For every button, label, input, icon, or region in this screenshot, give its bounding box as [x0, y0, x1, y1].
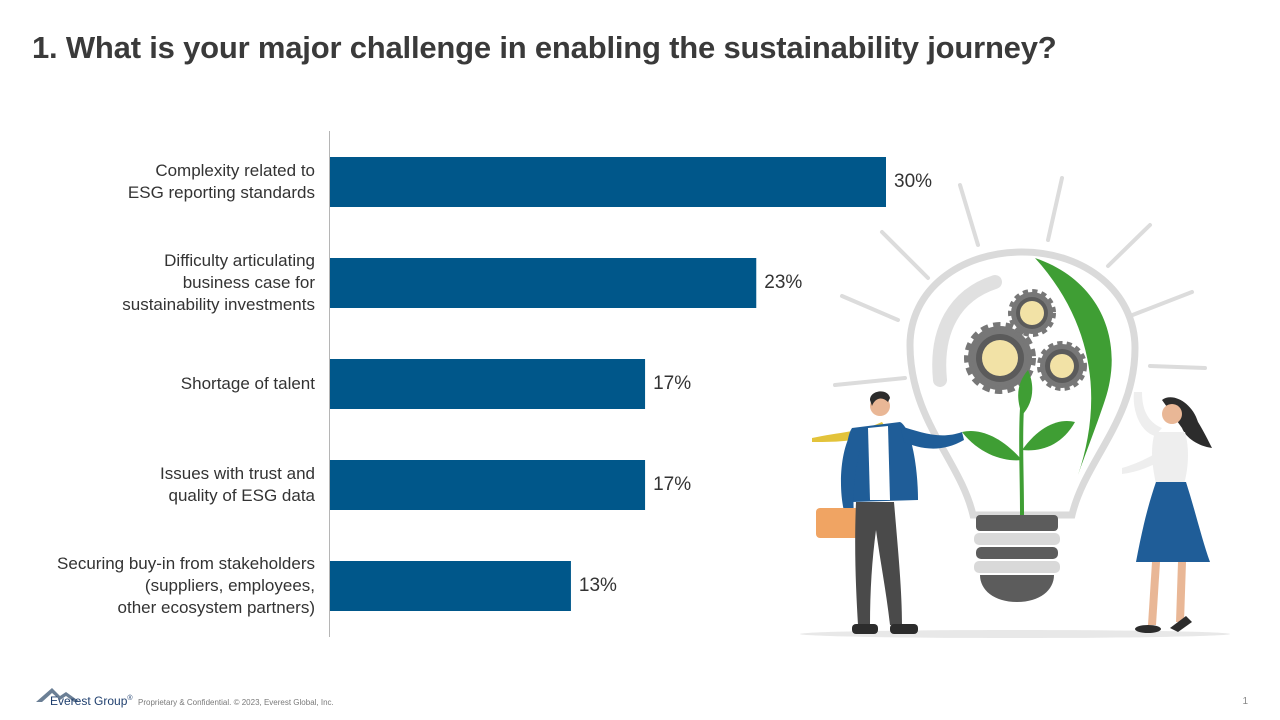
- gear-icon: [964, 289, 1087, 394]
- footer-confidential-note: Proprietary & Confidential. © 2023, Ever…: [138, 698, 334, 707]
- everest-logo: [36, 688, 80, 702]
- bar-2: [330, 258, 757, 308]
- businesswoman-figure: [1122, 392, 1212, 633]
- bar-1: [330, 157, 886, 207]
- category-label: Issues with trust and quality of ESG dat…: [160, 464, 315, 505]
- bulb-base-icon: [974, 515, 1060, 602]
- bar-5: [330, 561, 571, 611]
- category-label: Complexity related to ESG reporting stan…: [127, 161, 315, 202]
- bar-3: [330, 359, 646, 409]
- category-label: Securing buy-in from stakeholders (suppl…: [57, 554, 315, 617]
- brand-name: Everest Group®: [50, 694, 133, 708]
- brand-text: Everest Group: [50, 694, 128, 708]
- sustainability-illustration: [800, 176, 1230, 638]
- value-label: 17%: [653, 474, 692, 495]
- value-label: 13%: [578, 575, 617, 596]
- page-number: 1: [1242, 696, 1248, 707]
- bar-4: [330, 460, 646, 510]
- glass-highlight: [932, 275, 1002, 387]
- value-label: 30%: [894, 171, 933, 192]
- category-label: Shortage of talent: [180, 374, 315, 393]
- leaf-accent: [1035, 258, 1112, 475]
- value-label: 17%: [653, 373, 692, 394]
- businessman-figure: [812, 391, 964, 634]
- brand-registered-mark: ®: [127, 695, 133, 702]
- page-title: 1. What is your major challenge in enabl…: [32, 30, 1057, 65]
- light-rays-icon: [833, 176, 1207, 387]
- category-label: Difficulty articulating business case fo…: [122, 251, 315, 314]
- value-label: 23%: [764, 272, 803, 293]
- plant-icon: [962, 370, 1075, 516]
